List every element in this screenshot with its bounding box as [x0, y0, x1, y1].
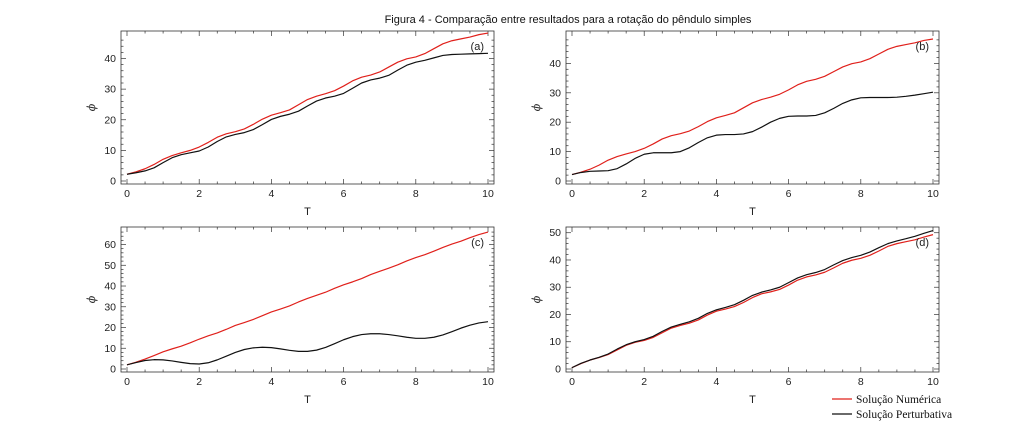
plot-frame — [565, 30, 940, 185]
y-tick-label: 40 — [549, 254, 561, 266]
series-line-numerica — [571, 38, 934, 176]
x-tick-label: 0 — [124, 376, 130, 388]
x-axis-label: T — [304, 206, 311, 218]
y-tick-label: 30 — [104, 84, 116, 96]
y-tick-label: 20 — [104, 114, 116, 126]
y-tick-label: 0 — [555, 176, 561, 188]
x-tick-label: 6 — [786, 188, 792, 200]
y-tick-label: 20 — [549, 117, 561, 129]
x-axis-label: T — [304, 394, 311, 406]
y-tick-label: 50 — [549, 227, 561, 239]
y-tick-label: 60 — [104, 239, 116, 251]
x-axis-label: T — [749, 206, 756, 218]
x-tick-label: 8 — [413, 188, 419, 200]
series-line-perturbativa — [571, 229, 934, 369]
x-tick-label: 4 — [268, 376, 274, 388]
x-tick-label: 6 — [786, 376, 792, 388]
x-axis-label: T — [749, 394, 756, 406]
x-tick-label: 0 — [569, 188, 575, 200]
subplot-b: 0 2 4 6 8 10 0 10 20 30 40 Tϕ (b) — [530, 30, 940, 218]
x-tick-label: 8 — [858, 188, 864, 200]
series-line-numerica — [571, 234, 934, 369]
x-tick-label: 8 — [858, 376, 864, 388]
y-tick-label: 30 — [549, 87, 561, 99]
x-tick-label: 2 — [641, 188, 647, 200]
x-tick-label: 0 — [124, 188, 130, 200]
y-tick-label: 30 — [549, 282, 561, 294]
x-tick-label: 2 — [196, 188, 202, 200]
series-line-perturbativa — [126, 52, 489, 175]
x-tick-label: 0 — [569, 376, 575, 388]
y-tick-label: 30 — [104, 301, 116, 313]
x-tick-label: 8 — [413, 376, 419, 388]
y-tick-label: 20 — [549, 309, 561, 321]
plot-frame — [120, 226, 495, 373]
panel-tag-b: (b) — [916, 41, 929, 53]
y-axis-label: ϕ — [85, 103, 98, 111]
x-tick-label: 10 — [927, 376, 939, 388]
x-tick-label: 10 — [927, 188, 939, 200]
y-tick-label: 20 — [104, 322, 116, 334]
panel-tag-c: (c) — [471, 237, 484, 249]
y-axis-label: ϕ — [530, 103, 543, 111]
x-tick-label: 10 — [482, 188, 494, 200]
legend: Solução Numérica Solução Perturbativa — [832, 394, 952, 421]
y-tick-label: 10 — [104, 145, 116, 157]
x-tick-label: 2 — [641, 376, 647, 388]
y-axis-label: ϕ — [85, 295, 98, 303]
y-tick-label: 40 — [104, 53, 116, 65]
series-line-numerica — [126, 32, 489, 175]
y-axis-label: ϕ — [530, 295, 543, 303]
y-tick-label: 0 — [110, 176, 116, 188]
y-tick-label: 40 — [549, 58, 561, 70]
x-tick-label: 10 — [482, 376, 494, 388]
y-tick-label: 10 — [549, 336, 561, 348]
x-tick-label: 4 — [713, 376, 719, 388]
figure-title: Figura 4 - Comparação entre resultados p… — [385, 14, 752, 26]
series-line-perturbativa — [126, 321, 489, 366]
y-tick-label: 0 — [110, 364, 116, 376]
panel-tag-a: (a) — [471, 41, 484, 53]
x-tick-label: 4 — [713, 188, 719, 200]
y-tick-label: 0 — [555, 364, 561, 376]
legend-label-perturbativa: Solução Perturbativa — [856, 409, 952, 421]
subplot-d: 0 2 4 6 8 10 0 10 20 30 40 50 Tϕ (d) — [530, 226, 940, 406]
subplot-c: 0 2 4 6 8 10 0 10 20 30 40 50 60 Tϕ (c) — [85, 226, 495, 406]
subplot-a: 0 2 4 6 8 10 0 10 20 30 40 Tϕ (a) — [85, 30, 495, 218]
plot-frame — [120, 30, 495, 185]
x-tick-label: 6 — [341, 188, 347, 200]
y-tick-label: 50 — [104, 260, 116, 272]
y-tick-label: 10 — [549, 146, 561, 158]
series-line-numerica — [126, 231, 489, 366]
series-line-perturbativa — [571, 91, 934, 176]
x-tick-label: 2 — [196, 376, 202, 388]
x-tick-label: 6 — [341, 376, 347, 388]
legend-label-numerica: Solução Numérica — [856, 394, 941, 406]
panel-tag-d: (d) — [916, 237, 929, 249]
y-tick-label: 40 — [104, 281, 116, 293]
x-tick-label: 4 — [268, 188, 274, 200]
y-tick-label: 10 — [104, 343, 116, 355]
